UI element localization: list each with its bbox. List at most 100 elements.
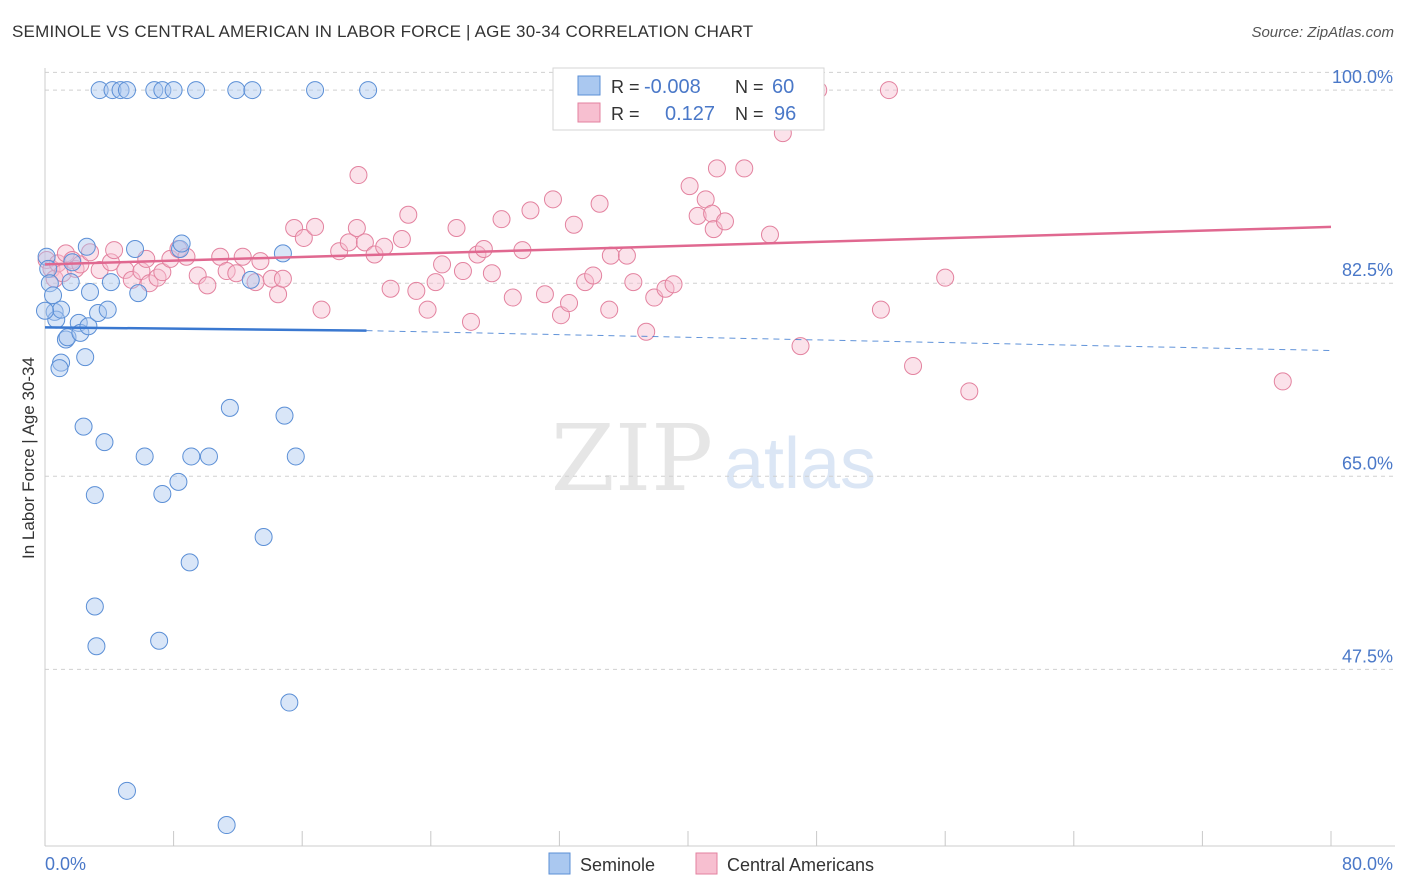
central-americans-point [285,219,304,238]
seminole-point [199,447,218,466]
seminole-point [101,273,120,292]
central-americans-point [349,166,368,185]
source-label: Source: ZipAtlas.com [1251,24,1394,41]
central-americans-point [791,337,810,356]
central-americans-point [399,205,418,224]
central-americans-point [251,252,270,271]
central-americans-point [624,273,643,292]
central-americans-point [492,210,511,229]
seminole-point [217,816,236,835]
series-legend: Seminole Central Americans [548,852,874,875]
legend-n-label-seminole: N = [735,77,764,97]
seminole-point [172,234,191,253]
seminole-point [187,81,206,100]
central-americans-point [584,266,603,285]
seminole-point [40,274,59,293]
seminole-point [81,283,100,302]
central-americans-point [188,266,207,285]
legend-r-label-central: R = [611,104,640,124]
central-americans-point [474,239,493,258]
central-americans-point [407,281,426,300]
y-axis-label: In Labor Force | Age 30-34 [19,357,38,559]
seminole-point [254,528,273,547]
seminole-point [164,81,183,100]
correlation-legend: R = -0.008 N = 60 R = 0.127 N = 96 [552,67,825,131]
seminole-point [273,244,292,263]
central-americans-point [447,219,466,238]
legend-n-value-seminole: 60 [772,76,794,98]
watermark-zip: ZIP [551,405,713,512]
central-americans-point [347,219,366,238]
central-americans-point [312,300,331,319]
central-americans-point [433,255,452,274]
y-tick-label: 65.0% [1342,453,1393,473]
central-americans-point [707,159,726,178]
bottom-legend-swatch-central [695,852,718,875]
seminole-point [241,270,260,289]
seminole-point [87,637,106,656]
legend-r-value-seminole: -0.008 [644,76,701,98]
x-tick-label-max: 80.0% [1342,854,1393,874]
seminole-point [79,317,98,336]
seminole-point [111,81,130,100]
central-americans-point [375,237,394,256]
central-americans-point [306,217,325,236]
central-americans-point [153,263,172,282]
central-americans-point [600,300,619,319]
seminole-point [280,693,299,712]
central-americans-point [461,312,480,331]
central-americans-point [656,279,675,298]
central-americans-point [381,279,400,298]
seminole-point [227,81,246,100]
central-americans-point [760,225,779,244]
central-americans-point [148,268,167,287]
central-americans-point [688,206,707,225]
seminole-point [275,406,294,425]
central-americans-point [137,249,156,268]
central-americans-point [936,268,955,287]
seminole-point [135,447,154,466]
central-americans-point [617,246,636,265]
seminole-point [89,303,108,322]
seminole-point [126,239,145,258]
seminole-point [36,301,54,320]
central-americans-point [564,215,583,234]
seminole-point [220,398,239,417]
seminole-trend-line-extension [366,330,1332,352]
seminole-point [74,417,93,436]
central-americans-point [294,228,313,247]
central-americans-point [56,244,75,263]
seminole-point [117,781,136,800]
seminole-point [90,81,109,100]
central-americans-point [1273,372,1292,391]
seminole-point [98,300,117,319]
y-tick-label: 100.0% [1332,67,1393,87]
bottom-legend-swatch-seminole [548,852,571,875]
bottom-legend-label-central: Central Americans [727,855,874,875]
seminole-point [76,348,95,367]
seminole-point [85,597,104,616]
central-americans-point [269,285,288,304]
central-americans-point [426,273,445,292]
central-americans-point [503,288,522,307]
seminole-point [52,300,71,319]
seminole-point [117,81,136,100]
legend-swatch-central [577,102,601,123]
seminole-point [150,631,169,650]
central-americans-point [355,233,374,252]
central-americans-point [879,81,898,100]
seminole-point [95,433,114,452]
legend-swatch-seminole [577,75,601,96]
tick-labels: 47.5% 65.0% 82.5% 100.0% 0.0% 80.0% [45,67,1393,874]
trend-lines [44,225,1332,352]
central-americans-point [871,300,890,319]
y-tick-label: 82.5% [1342,260,1393,280]
seminole-point [153,484,172,503]
chart-title: SEMINOLE VS CENTRAL AMERICAN IN LABOR FO… [12,22,754,41]
central-americans-trend-line [44,225,1332,266]
seminole-points [36,81,378,835]
watermark-atlas: atlas [724,424,876,504]
y-tick-label: 47.5% [1342,646,1393,666]
bottom-legend-label-seminole: Seminole [580,855,655,875]
